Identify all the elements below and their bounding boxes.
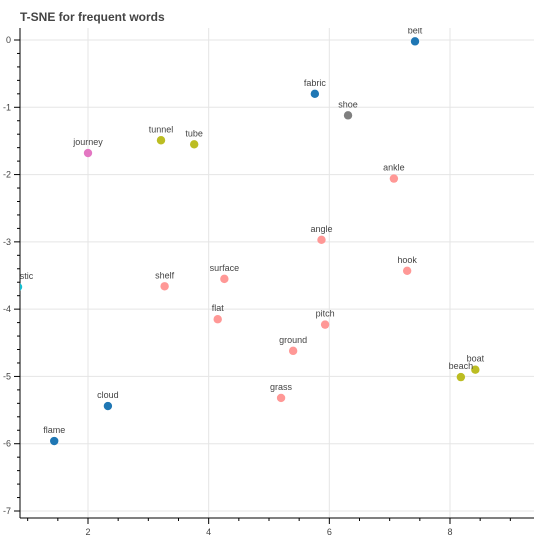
scatter-point — [50, 436, 59, 446]
point-label: cloud — [97, 390, 119, 400]
point-label: flat — [212, 303, 225, 313]
scatter-point — [310, 89, 320, 99]
y-tick-label: -1 — [3, 102, 11, 112]
scatter-point — [410, 37, 420, 46]
scatter-point — [471, 365, 480, 374]
scatter-point — [20, 283, 23, 291]
point-label: tunnel — [149, 124, 174, 134]
y-tick-label: -4 — [3, 304, 11, 314]
scatter-point — [402, 266, 412, 275]
point-label: ankle — [383, 163, 405, 173]
point-label: boat — [467, 354, 485, 364]
point-label: grass — [270, 382, 293, 392]
point-label: shoe — [338, 99, 358, 109]
chart-title: T-SNE for frequent words — [20, 10, 165, 24]
scatter-point — [276, 393, 286, 403]
scatter-point — [317, 235, 326, 245]
scatter-point — [156, 136, 166, 145]
scatter-point — [288, 346, 298, 356]
y-tick-label: -2 — [3, 170, 11, 180]
point-label: belt — [408, 25, 423, 35]
scatter-point — [189, 140, 199, 149]
point-label: angle — [310, 224, 332, 234]
point-label: pitch — [316, 309, 335, 319]
scatter-point — [160, 282, 169, 291]
scatter-point — [103, 401, 113, 411]
y-tick-label: -3 — [3, 237, 11, 247]
scatter-point — [389, 174, 399, 183]
point-label: fabric — [304, 78, 327, 88]
x-tick-label: 2 — [85, 527, 90, 537]
y-tick-label: -5 — [3, 371, 11, 381]
point-label: beach — [449, 361, 474, 371]
point-label: hook — [397, 255, 417, 265]
scatter-point — [320, 320, 330, 329]
scatter-points: belt fabric shoe tunnel tube journey ankle angl… — [3, 25, 485, 446]
point-label: tube — [185, 128, 203, 138]
point-label: journey — [72, 137, 103, 147]
point-label: surface — [210, 263, 240, 273]
point-label: shelf — [155, 270, 175, 280]
axes: 2 4 6 8 0 -1 -2 -3 -4 -5 -6 -7 — [3, 28, 534, 537]
point-label: cteristic — [3, 271, 34, 281]
x-tick-label: 6 — [327, 527, 332, 537]
x-tick-label: 4 — [206, 527, 211, 537]
y-tick-label: 0 — [6, 35, 11, 45]
scatter-point — [220, 274, 229, 284]
grid — [20, 28, 534, 518]
y-tick-label: -7 — [3, 506, 11, 516]
y-tick-label: -6 — [3, 439, 11, 449]
point-label: flame — [43, 425, 65, 435]
scatter-point — [83, 148, 93, 158]
scatter-point — [213, 315, 222, 324]
point-label: ground — [279, 335, 307, 345]
scatter-point — [456, 372, 466, 382]
scatter-point — [343, 111, 353, 120]
x-tick-label: 8 — [447, 527, 452, 537]
